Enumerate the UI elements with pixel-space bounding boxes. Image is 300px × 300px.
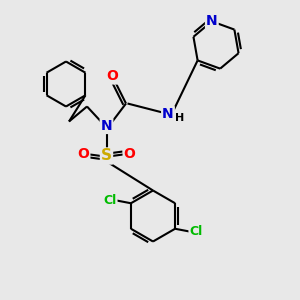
Text: H: H [175,112,184,123]
Text: O: O [124,148,136,161]
Text: Cl: Cl [103,194,116,207]
Text: S: S [101,148,112,164]
Text: O: O [106,70,119,83]
Text: N: N [101,119,112,133]
Text: O: O [77,148,89,161]
Text: N: N [162,107,174,121]
Text: Cl: Cl [190,225,203,238]
Text: N: N [206,14,218,28]
